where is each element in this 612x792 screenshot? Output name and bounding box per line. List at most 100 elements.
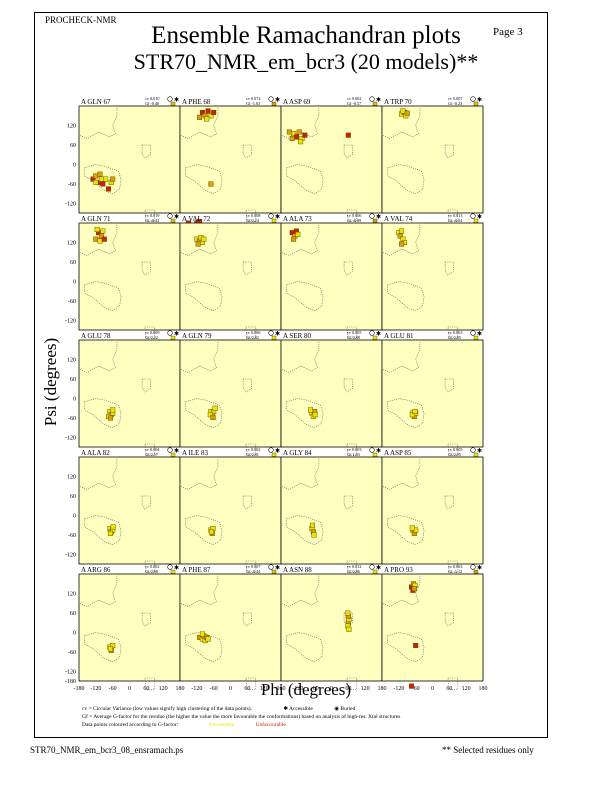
x-tick-label: 0: [330, 686, 333, 692]
allowed-region-outline: [343, 261, 353, 276]
x-tick-label: -60: [210, 686, 218, 692]
legend-gf-definition: Gf = Average G-factor for the residue (t…: [82, 714, 401, 720]
panel-plot-area: [179, 105, 282, 214]
buried-icon: [369, 213, 375, 219]
panel-plot-area: [381, 573, 484, 682]
x-tick-label: 0: [431, 686, 434, 692]
residue-label: A ASN 88: [283, 566, 312, 574]
g-factor-label: Gf 0.85: [448, 335, 461, 340]
allowed-region-outline: [381, 105, 421, 139]
g-factor-swatch: [473, 101, 479, 106]
y-tick-label: 120: [67, 358, 76, 364]
residue-label: A VAL 74: [384, 215, 413, 223]
y-axis-label: Psi (degrees): [41, 337, 60, 427]
x-tick-label: 180: [479, 686, 488, 692]
allowed-region-outline: [78, 222, 118, 256]
accessible-icon: ✱: [174, 97, 179, 104]
legend-cv-line: cv = Circular Variance (low values signi…: [82, 706, 355, 712]
residue-label: A PHE 87: [182, 566, 211, 574]
circular-variance-label: cv 0.002: [246, 447, 260, 452]
allowed-region-outline: [245, 443, 257, 456]
buried-icon: [369, 564, 375, 570]
data-point: [107, 530, 113, 536]
allowed-region-outline: [387, 164, 425, 195]
y-tick-label: -60: [68, 416, 76, 422]
buried-icon: [369, 96, 375, 102]
circular-variance-label: cv 0.004: [145, 447, 160, 452]
allowed-region-outline: [343, 495, 353, 510]
data-point: [208, 529, 214, 535]
accessible-icon: ✱: [174, 448, 179, 455]
allowed-region-outline: [346, 209, 358, 222]
x-tick-label: 180: [176, 686, 185, 692]
allowed-region-outline: [144, 560, 156, 573]
g-factor-label: Gf -0.42: [145, 218, 159, 223]
residue-label: A PHE 68: [182, 98, 211, 106]
y-tick-label: -120: [65, 319, 76, 325]
residue-label: A SER 80: [283, 332, 312, 340]
allowed-region-outline: [78, 456, 118, 490]
circular-variance-label: cv 0.006: [347, 213, 361, 218]
allowed-region-outline: [343, 378, 353, 393]
buried-icon: [369, 330, 375, 336]
data-point: [208, 113, 214, 119]
x-tick-label: -120: [292, 686, 303, 692]
buried-icon: [369, 447, 375, 453]
g-factor-label: Gf -0.89: [347, 218, 361, 223]
allowed-region-outline: [242, 495, 252, 510]
allowed-region-outline: [444, 612, 454, 627]
allowed-region-outline: [346, 443, 358, 456]
buried-icon: [268, 564, 274, 570]
allowed-region-outline: [346, 326, 358, 339]
data-point: [208, 181, 214, 187]
data-point: [296, 129, 302, 135]
residue-label: A GLU 78: [81, 332, 111, 340]
data-point: [110, 407, 116, 413]
data-point: [210, 414, 216, 420]
g-factor-swatch: [473, 218, 479, 223]
g-factor-swatch: [170, 335, 176, 340]
allowed-region-outline: [447, 677, 459, 690]
data-point: [105, 186, 111, 192]
g-factor-label: Gf -0.23: [448, 101, 462, 106]
data-point: [346, 626, 352, 632]
data-point: [298, 139, 304, 145]
x-tick-label: 60: [244, 686, 250, 692]
g-factor-label: Gf 1.03: [347, 452, 360, 457]
panel-plot-area: [381, 105, 484, 214]
panel-plot-area: [381, 339, 484, 448]
buried-icon: [167, 564, 173, 570]
g-factor-swatch: [372, 101, 378, 106]
panel-plot-area: [280, 573, 383, 682]
allowed-region-outline: [447, 209, 459, 222]
y-tick-label: -120: [65, 202, 76, 208]
g-factor-swatch: [473, 452, 479, 457]
legend-favourable-label: Favourable: [209, 722, 235, 728]
y-tick-label: 0: [73, 631, 76, 637]
allowed-region-outline: [179, 456, 219, 490]
data-point: [308, 407, 314, 413]
allowed-region-outline: [242, 144, 252, 159]
allowed-region-outline: [242, 612, 252, 627]
allowed-region-outline: [179, 573, 219, 607]
allowed-region-outline: [381, 573, 421, 607]
circular-variance-label: cv 0.003: [448, 330, 462, 335]
page-subtitle: STR70_NMR_em_bcr3 (20 models)**: [133, 49, 479, 74]
residue-label: A ILE 83: [182, 449, 209, 457]
allowed-region-outline: [280, 456, 320, 490]
allowed-region-outline: [185, 164, 223, 195]
data-point: [101, 236, 107, 242]
accessible-icon: ✱: [275, 214, 280, 221]
allowed-region-outline: [185, 398, 223, 429]
g-factor-label: Gf 0.22: [145, 335, 158, 340]
panel-plot-area: [179, 456, 282, 565]
data-point: [100, 228, 106, 234]
y-tick-label: 60: [70, 611, 76, 617]
buried-icon: [470, 447, 476, 453]
accessible-icon: ✱: [477, 331, 482, 338]
residue-label: A GLN 71: [81, 215, 111, 223]
legend-accessible-icon: ✱: [283, 706, 288, 712]
